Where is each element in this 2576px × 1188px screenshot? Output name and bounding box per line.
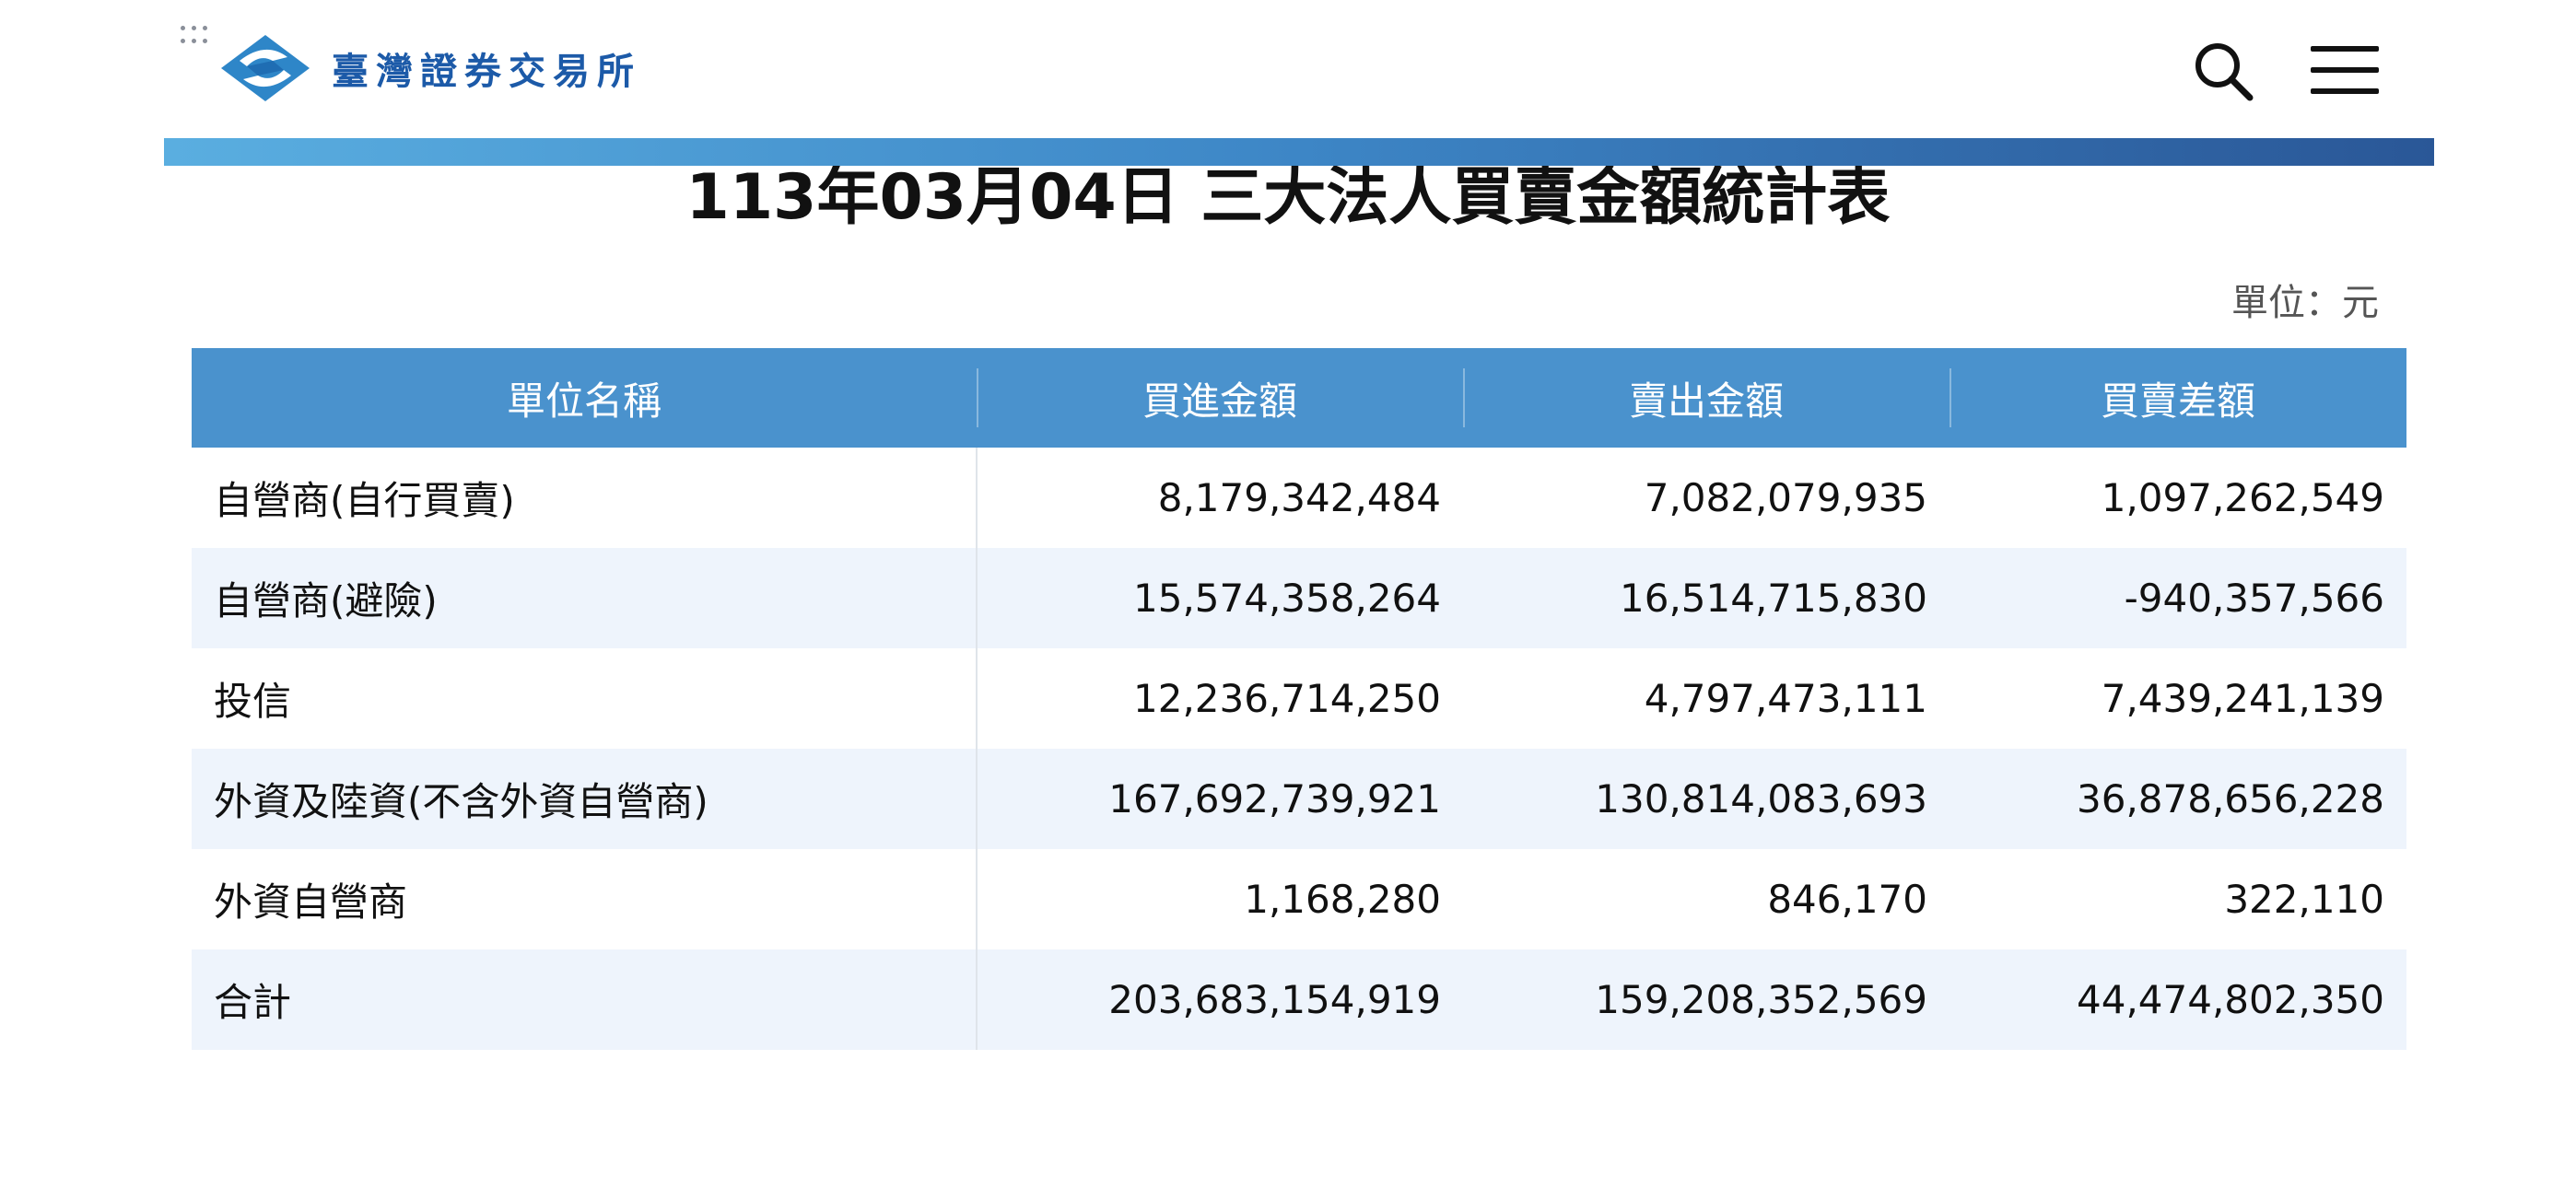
grip-dots-icon[interactable] [181,26,214,50]
buy-amount: 203,683,154,919 [977,949,1463,1050]
buy-amount: 8,179,342,484 [977,448,1463,548]
table-row: 投信 12,236,714,250 4,797,473,111 7,439,24… [192,648,2406,749]
buy-amount: 15,574,358,264 [977,548,1463,648]
table-header-row: 單位名稱 買進金額 賣出金額 買賣差額 [192,348,2406,448]
row-name: 投信 [192,648,978,749]
buy-amount: 167,692,739,921 [977,749,1463,849]
difference-amount: 44,474,802,350 [1950,949,2406,1050]
sell-amount: 130,814,083,693 [1463,749,1950,849]
table-row: 外資及陸資(不含外資自營商) 167,692,739,921 130,814,0… [192,749,2406,849]
buy-amount: 12,236,714,250 [977,648,1463,749]
unit-label: 單位：元 [2231,282,2379,324]
column-header-sell-amount: 賣出金額 [1463,348,1950,448]
sell-amount: 846,170 [1463,849,1950,949]
sell-amount: 159,208,352,569 [1463,949,1950,1050]
difference-amount: 7,439,241,139 [1950,648,2406,749]
difference-amount: -940,357,566 [1950,548,2406,648]
page-title: 113年03月04日 三大法人買賣金額統計表 [685,161,1891,234]
difference-amount: 1,097,262,549 [1950,448,2406,548]
table-row-total: 合計 203,683,154,919 159,208,352,569 44,47… [192,949,2406,1050]
sell-amount: 7,082,079,935 [1463,448,1950,548]
row-name: 外資及陸資(不含外資自營商) [192,749,978,849]
search-icon[interactable] [2193,41,2254,101]
sell-amount: 16,514,715,830 [1463,548,1950,648]
twse-logo-icon [221,35,310,101]
table-row: 自營商(避險) 15,574,358,264 16,514,715,830 -9… [192,548,2406,648]
difference-amount: 322,110 [1950,849,2406,949]
buy-amount: 1,168,280 [977,849,1463,949]
sell-amount: 4,797,473,111 [1463,648,1950,749]
row-name: 外資自營商 [192,849,978,949]
difference-amount: 36,878,656,228 [1950,749,2406,849]
row-name: 自營商(自行買賣) [192,448,978,548]
institutional-trading-table: 單位名稱 買進金額 賣出金額 買賣差額 自營商(自行買賣) 8,179,342,… [192,348,2406,1050]
column-header-difference: 買賣差額 [1950,348,2406,448]
header-gradient-bar [164,138,2434,166]
column-header-unit-name: 單位名稱 [192,348,977,448]
row-name: 合計 [192,949,978,1050]
row-name: 自營商(避險) [192,548,978,648]
table-row: 自營商(自行買賣) 8,179,342,484 7,082,079,935 1,… [192,448,2406,548]
column-header-buy-amount: 買進金額 [977,348,1463,448]
hamburger-menu-icon[interactable] [2311,44,2379,96]
site-logo[interactable]: 臺灣證券交易所 [219,33,641,103]
logo-text: 臺灣證券交易所 [332,51,641,93]
table-row: 外資自營商 1,168,280 846,170 322,110 [192,849,2406,949]
